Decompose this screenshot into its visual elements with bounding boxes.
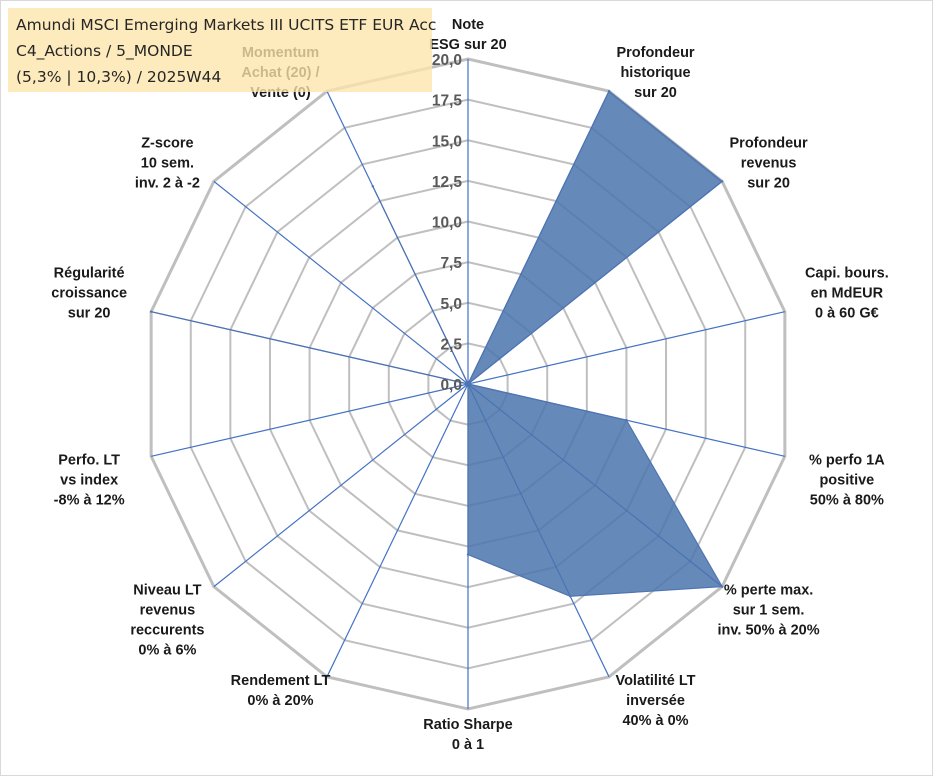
axis-label-6: Volatilité LT inversée 40% à 0% xyxy=(615,673,695,729)
series-point-2 xyxy=(720,180,724,183)
axis-label-11: Régularité croissance sur 20 xyxy=(51,266,127,322)
fund-category: C4_Actions / 5_MONDE xyxy=(16,42,193,60)
axis-label-12: Z-score 10 sem. inv. 2 à -2 xyxy=(135,135,200,191)
series-point-1 xyxy=(607,89,611,93)
spoke-12 xyxy=(213,180,469,385)
series-point-4 xyxy=(625,418,628,422)
axis-label-8: Rendement LT 0% à 20% xyxy=(231,673,331,709)
tick-label-3: 7,5 xyxy=(440,255,462,272)
series-area-0 xyxy=(151,90,724,597)
radar-tick-labels: 0,0 2,5 5,0 7,5 10,0 12,5 15,0 17,5 20,0 xyxy=(432,52,463,394)
tick-label-0: 0,0 xyxy=(440,377,462,394)
series-point-13 xyxy=(371,185,375,188)
axis-label-9: Niveau LT revenus reccurents 0% à 6% xyxy=(130,583,204,659)
axis-label-1: Profondeur historique sur 20 xyxy=(616,45,694,101)
fund-stats: (5,3% | 10,3%) / 2025W44 xyxy=(16,68,222,86)
tick-label-4: 10,0 xyxy=(432,215,462,232)
radar-axis-labels: Note ESG sur 20 Profondeur historique sur 20… xyxy=(51,17,888,753)
series-point-11 xyxy=(149,310,153,313)
spoke-3 xyxy=(467,311,785,385)
tick-label-2: 5,0 xyxy=(440,296,462,313)
fund-name: Amundi MSCI Emerging Markets III UCITS E… xyxy=(16,16,437,34)
series-point-6 xyxy=(569,595,572,598)
axis-label-10: Perfo. LT vs index -8% à 12% xyxy=(54,452,125,508)
spoke-10 xyxy=(151,383,469,457)
tick-label-8: 20,0 xyxy=(432,52,462,69)
axis-label-4: % perfo 1A positive 50% à 80% xyxy=(809,452,885,508)
tick-label-1: 2,5 xyxy=(440,336,462,353)
axis-label-7: Ratio Sharpe 0 à 1 xyxy=(423,717,512,753)
series-point-5 xyxy=(720,585,724,588)
tick-label-5: 12,5 xyxy=(432,174,463,191)
series-point-12 xyxy=(466,382,470,386)
radar-series xyxy=(149,89,724,598)
tick-label-7: 17,5 xyxy=(432,93,463,110)
series-point-7 xyxy=(466,553,470,556)
axis-label-2: Profondeur revenus sur 20 xyxy=(730,135,808,191)
axis-label-5: % perte max. sur 1 sem. inv. 50% à 20% xyxy=(718,583,820,639)
spoke-9 xyxy=(213,383,469,588)
spoke-8 xyxy=(326,383,469,678)
tick-label-6: 15,0 xyxy=(432,133,462,150)
axis-label-3: Capi. bours. en MdEUR 0 à 60 G€ xyxy=(805,266,889,322)
chart-header-box: Amundi MSCI Emerging Markets III UCITS E… xyxy=(8,8,437,92)
axis-label-0: Note ESG sur 20 xyxy=(429,17,506,53)
